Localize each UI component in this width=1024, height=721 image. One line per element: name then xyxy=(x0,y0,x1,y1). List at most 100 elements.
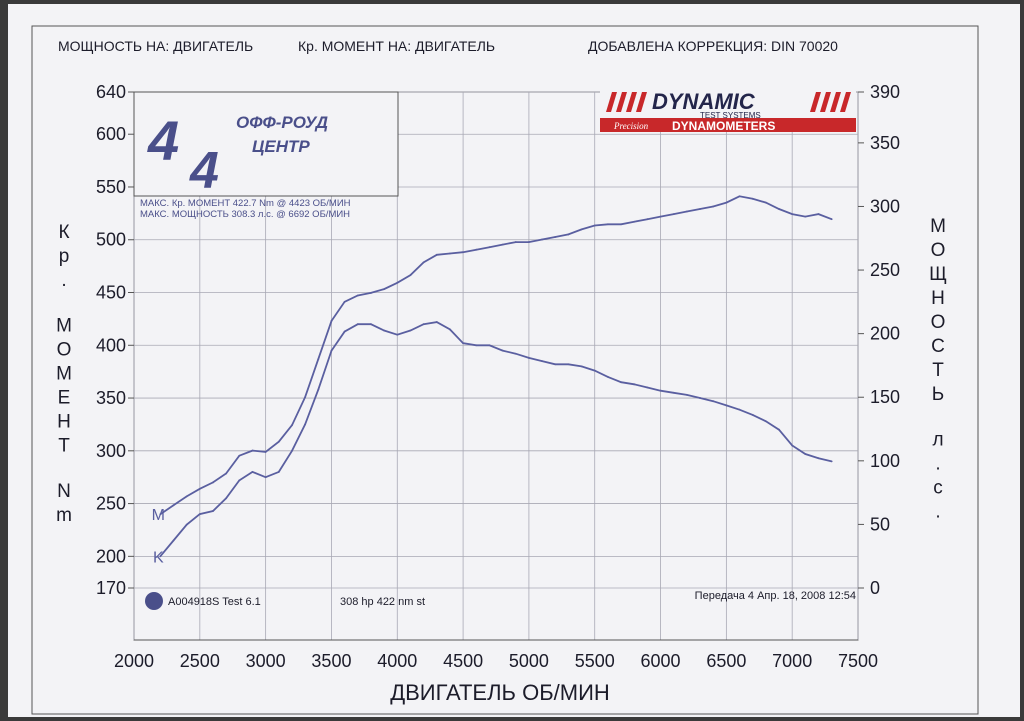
power-curve xyxy=(159,195,833,515)
power-point xyxy=(620,223,622,226)
torque-point xyxy=(791,444,794,447)
x-tick-label: 6000 xyxy=(641,651,681,671)
power-point xyxy=(304,396,307,399)
logo-line2: ЦЕНТР xyxy=(252,137,310,156)
x-tick-label: 2000 xyxy=(114,651,154,671)
torque-point xyxy=(712,400,715,403)
torque-point xyxy=(238,479,241,482)
logo-4-glyph: 4 xyxy=(147,109,179,172)
torque-point xyxy=(317,388,320,391)
y-left-tick-label: 250 xyxy=(96,494,126,514)
x-tick-label: 5500 xyxy=(575,651,615,671)
power-point xyxy=(475,248,478,251)
y-left-tick-label: 640 xyxy=(96,82,126,102)
power-point xyxy=(264,451,267,453)
y-left-tick-label: 400 xyxy=(96,335,126,355)
torque-point xyxy=(409,329,412,332)
torque-point xyxy=(725,404,728,407)
torque-point xyxy=(225,497,228,500)
run-dot-icon xyxy=(145,592,163,610)
torque-point xyxy=(659,389,662,392)
torque-point xyxy=(435,321,438,323)
torque-point xyxy=(462,342,464,345)
torque-point xyxy=(198,513,201,516)
x-axis-title: ДВИГАТЕЛЬ ОБ/МИН xyxy=(390,680,610,705)
power-point xyxy=(238,454,241,457)
torque-point xyxy=(685,393,688,396)
power-on-label: МОЩНОСТЬ НА: ДВИГАТЕЛЬ xyxy=(58,38,254,54)
x-tick-label: 2500 xyxy=(180,651,220,671)
torque-point xyxy=(633,383,636,386)
torque-point xyxy=(330,349,333,352)
torque-point xyxy=(567,363,570,366)
y-left-tick-labels: 640 600 550 500 450 400 350 300 250 200 170 xyxy=(96,82,134,598)
torque-point xyxy=(580,365,583,368)
power-point xyxy=(606,223,609,226)
power-point xyxy=(830,218,833,221)
torque-point xyxy=(172,539,175,542)
torque-point xyxy=(646,386,649,389)
power-point xyxy=(370,292,372,294)
y-left-tick-label: 170 xyxy=(96,578,126,598)
power-point xyxy=(330,320,333,322)
y-right-tick-label: 150 xyxy=(870,387,900,407)
power-point xyxy=(672,213,675,215)
torque-point xyxy=(185,523,188,526)
power-point xyxy=(580,228,583,231)
x-tick-label: 4000 xyxy=(377,651,417,671)
torque-point xyxy=(159,555,162,558)
y-right-tick-label: 100 xyxy=(870,451,900,471)
correction-label: ДОБАВЛЕНА КОРРЕКЦИЯ: DIN 70020 xyxy=(588,38,838,54)
y-left-tick-label: 500 xyxy=(96,230,126,250)
y-left-tick-label: 300 xyxy=(96,441,126,461)
y-left-tick-label: 350 xyxy=(96,388,126,408)
power-point xyxy=(804,215,807,218)
y-right-tick-label: 50 xyxy=(870,514,890,534)
x-tick-label: 7500 xyxy=(838,651,878,671)
x-tick-label: 5000 xyxy=(509,651,549,671)
gear-date-text: Передача 4 Апр. 18, 2008 12:54 xyxy=(695,590,856,602)
power-point xyxy=(764,201,767,204)
dynamic-title: DYNAMIC xyxy=(652,89,756,114)
power-point xyxy=(449,252,451,255)
power-point xyxy=(277,440,280,443)
torque-point xyxy=(291,449,293,452)
power-point xyxy=(528,241,530,243)
power-point xyxy=(659,215,662,218)
y-right-tick-label: 300 xyxy=(870,196,900,216)
dynamic-subtitle: TEST SYSTEMS xyxy=(700,111,761,120)
torque-point xyxy=(422,323,425,326)
dynamic-line2b: DYNAMOMETERS xyxy=(672,119,775,133)
power-point xyxy=(817,213,820,215)
torque-point xyxy=(751,414,754,416)
x-tick-label: 6500 xyxy=(706,651,746,671)
y-right-tick-label: 250 xyxy=(870,260,900,280)
power-point xyxy=(343,300,346,303)
y-right-tick-label: 200 xyxy=(870,324,900,344)
data-points xyxy=(159,195,833,558)
y-left-tick-label: 550 xyxy=(96,177,126,197)
power-point xyxy=(725,201,728,204)
torque-point xyxy=(501,349,504,352)
x-tick-label: 3500 xyxy=(311,651,351,671)
y-right-tick-label: 390 xyxy=(870,82,900,102)
torque-point xyxy=(817,457,820,460)
power-point xyxy=(738,195,741,198)
power-point xyxy=(514,241,517,243)
torque-point xyxy=(488,344,491,347)
max-power-text: МАКС. МОЩНОСТЬ 308.3 л.с. @ 6692 ОБ/МИН xyxy=(140,209,350,220)
y-left-tick-label: 200 xyxy=(96,546,126,566)
torque-point xyxy=(764,420,767,423)
power-point xyxy=(488,246,491,249)
power-point xyxy=(172,504,175,507)
torque-point xyxy=(449,328,451,331)
torque-point xyxy=(606,376,609,378)
power-point xyxy=(541,238,543,241)
torque-point xyxy=(396,333,399,336)
torque-point xyxy=(264,476,267,479)
torque-point xyxy=(343,330,346,333)
power-point xyxy=(396,281,399,284)
torque-point xyxy=(738,408,741,411)
